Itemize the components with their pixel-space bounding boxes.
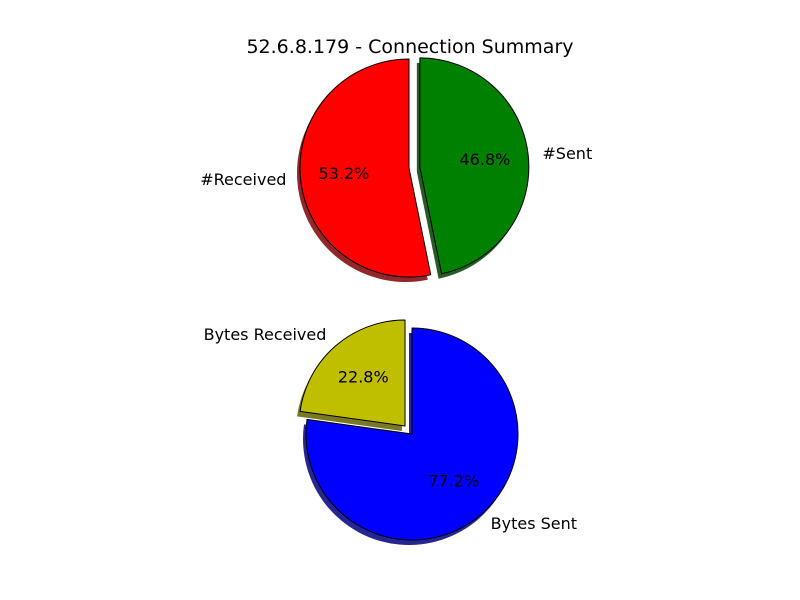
pie-label-layer: Bytes Received 22.8% Bytes Sent 77.2% [204, 325, 577, 533]
wedge-bytes-sent [305, 327, 519, 541]
slice-percent-bytes-sent: 77.2% [428, 471, 479, 490]
slice-percent-sent: 46.8% [460, 150, 511, 169]
slice-label-sent: #Sent [542, 144, 592, 163]
pie-chart-connections: #Received 53.2% #Sent 46.8% [200, 57, 592, 282]
chart-title: 52.6.8.179 - Connection Summary [246, 36, 573, 58]
slice-label-bytes-received: Bytes Received [204, 325, 327, 344]
slice-label-received: #Received [200, 170, 286, 189]
pie-label-layer: #Received 53.2% #Sent 46.8% [200, 144, 592, 189]
wedge-received [299, 58, 432, 278]
pie-wedge-layer [299, 319, 519, 541]
wedge-sent [419, 57, 530, 275]
slice-percent-bytes-received: 22.8% [338, 368, 389, 387]
slice-label-bytes-sent: Bytes Sent [491, 514, 577, 533]
pie-wedge-layer [299, 57, 530, 278]
pie-chart-bytes: Bytes Received 22.8% Bytes Sent 77.2% [204, 319, 577, 545]
slice-percent-received: 53.2% [319, 164, 370, 183]
wedge-bytes-received [299, 319, 406, 427]
